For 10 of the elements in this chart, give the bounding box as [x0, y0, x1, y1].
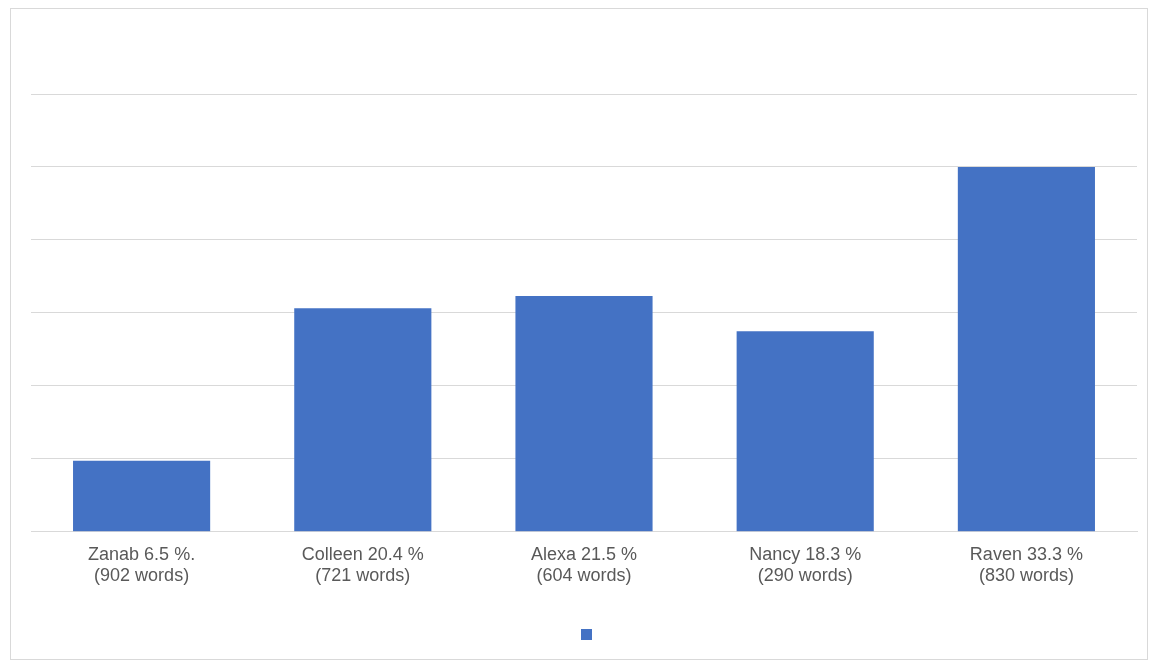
- x-tick-label: Nancy 18.3 % (290 words): [749, 543, 862, 586]
- bar: [736, 331, 874, 532]
- bar: [515, 296, 653, 532]
- bar: [294, 308, 432, 532]
- bar: [73, 460, 211, 532]
- x-tick-label: Raven 33.3 % (830 words): [969, 543, 1083, 586]
- x-tick-label: Alexa 21.5 % (604 words): [530, 543, 638, 586]
- bar: [957, 166, 1095, 532]
- x-tick-label: Colleen 20.4 % (721 words): [301, 543, 424, 586]
- x-tick-label: Zanab 6.5 %. (902 words): [88, 543, 196, 586]
